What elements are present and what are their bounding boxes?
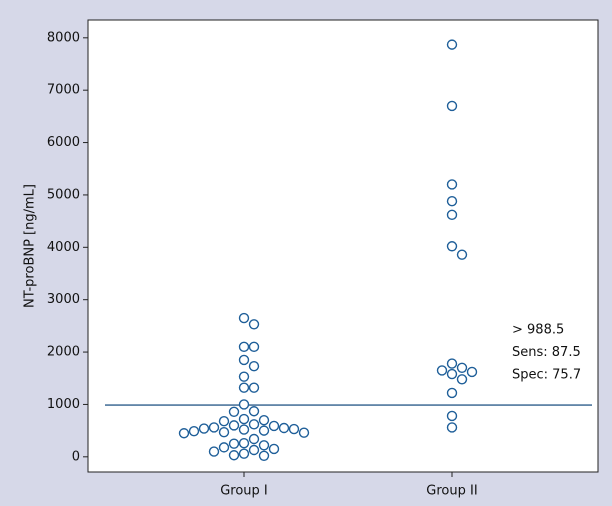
data-point [238,424,250,435]
data-point [278,422,290,434]
data-point [238,371,250,382]
data-point [248,319,260,330]
y-tick-label: 5000 [47,187,80,202]
data-point [258,414,270,426]
data-point [456,362,468,373]
data-point [248,361,260,372]
data-point [248,382,260,393]
data-point [238,448,250,459]
data-point [188,425,200,437]
data-point [446,39,458,50]
data-point [446,196,458,207]
data-point [446,209,458,221]
data-point [238,354,250,366]
data-point [248,444,260,456]
data-point [446,422,458,433]
data-point [198,423,210,434]
data-point [248,341,260,353]
data-point [238,413,250,425]
data-point [218,442,230,453]
data-point [446,100,458,112]
data-point [218,415,230,427]
data-point [298,427,310,438]
y-tick-label: 2000 [47,345,80,360]
y-tick-label: 4000 [47,240,80,255]
annotation: Sens: 87.5 [512,345,581,360]
data-point [228,420,240,431]
data-point [456,249,468,260]
data-point [446,179,458,190]
annotation: > 988.5 [512,323,564,338]
y-tick-label: 1000 [47,397,80,412]
y-axis-label: NT-proBNP [ng/mL] [23,184,38,308]
data-point [218,426,230,438]
data-point [268,420,280,432]
data-point [238,437,250,449]
data-point [228,438,240,449]
data-point [258,425,270,436]
data-point [208,422,220,433]
data-point [228,406,240,417]
data-point [436,365,448,376]
y-tick-label: 7000 [47,83,80,98]
data-point [446,241,458,252]
y-tick-label: 0 [72,449,80,464]
data-point [446,358,458,369]
data-point [238,341,250,353]
data-point [248,419,260,430]
data-point [178,428,190,439]
data-point [258,450,270,461]
data-point [446,410,458,422]
data-point [258,440,270,451]
data-point [238,312,250,324]
plot-area [87,19,599,473]
data-point [208,446,220,457]
data-point [456,374,468,385]
data-point [466,366,478,378]
data-point [248,433,260,445]
data-point [446,368,458,380]
annotation: Spec: 75.7 [512,368,581,383]
data-point [238,399,250,410]
data-point [238,382,250,393]
y-tick-label: 8000 [47,30,80,45]
data-point [228,450,240,461]
x-tick-label: Group II [426,484,477,499]
y-tick-label: 6000 [47,135,80,150]
x-tick-label: Group I [220,484,268,499]
data-point [446,387,458,399]
data-point [288,423,300,435]
data-point [248,406,260,417]
data-point [268,443,280,455]
y-tick-label: 3000 [47,292,80,307]
